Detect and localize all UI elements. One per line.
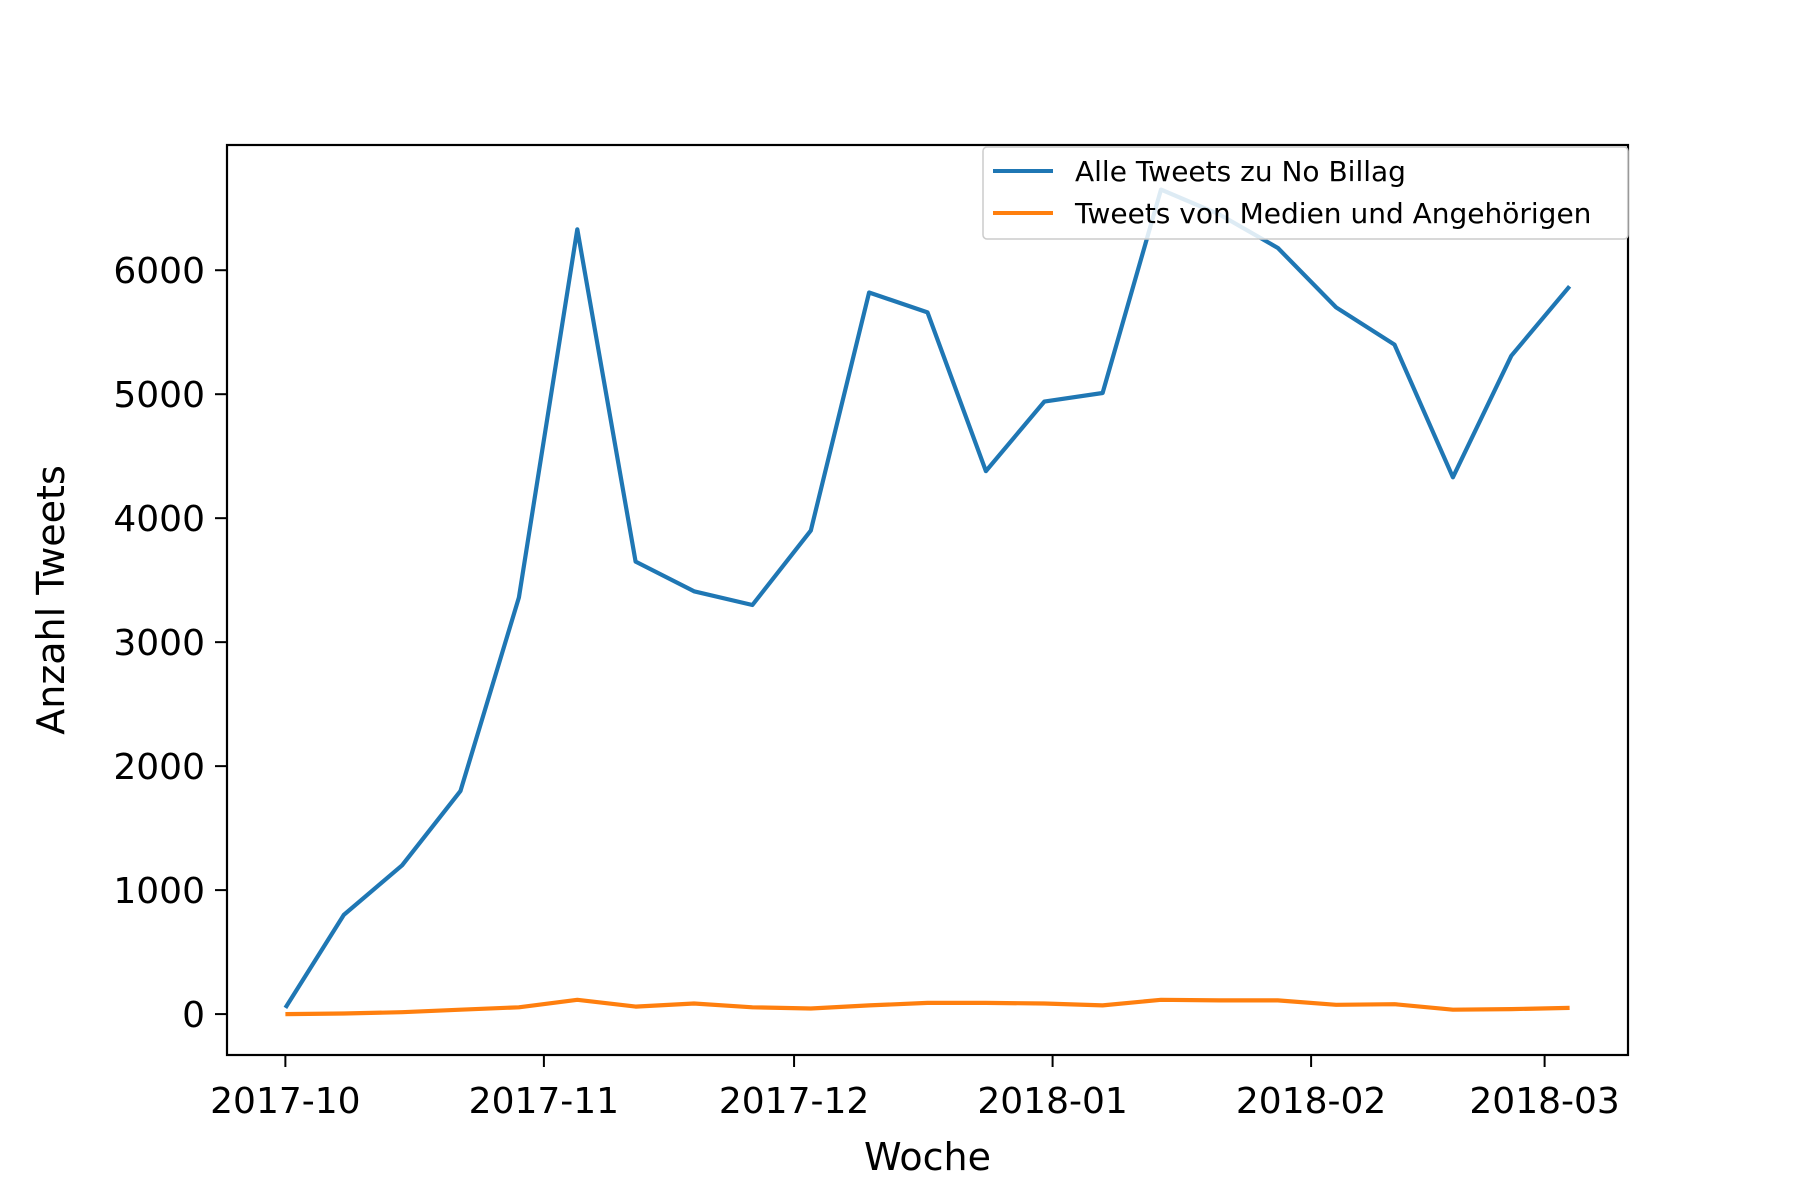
y-tick-label: 2000: [113, 747, 205, 788]
y-axis: 0 1000 2000 3000 4000 5000 6000: [113, 251, 227, 1036]
y-tick-label: 0: [182, 995, 205, 1036]
y-tick-label: 6000: [113, 251, 205, 292]
x-tick-label: 2017-10: [210, 1081, 360, 1122]
x-axis: 2017-10 2017-11 2017-12 2018-01 2018-02 2018-…: [210, 1055, 1620, 1122]
x-tick-label: 2017-11: [469, 1081, 619, 1122]
legend-label-medien: Tweets von Medien und Angehörigen: [1074, 197, 1591, 230]
y-tick-label: 4000: [113, 499, 205, 540]
legend-label-alle-tweets: Alle Tweets zu No Billag: [1075, 155, 1406, 188]
y-tick-label: 5000: [113, 375, 205, 416]
series-line-0: [283, 187, 1572, 1010]
y-tick-label: 3000: [113, 623, 205, 664]
series-line-1: [285, 997, 1570, 1017]
legend-box: [982, 146, 1629, 240]
x-tick-label: 2018-03: [1469, 1081, 1619, 1122]
plot-frame: [225, 143, 1630, 1057]
x-tick-label: 2018-02: [1236, 1081, 1386, 1122]
legend: Alle Tweets zu No Billag Tweets von Medi…: [982, 146, 1629, 240]
x-tick-label: 2017-12: [719, 1081, 869, 1122]
x-axis-label: Woche: [864, 1135, 991, 1179]
y-axis-label: Anzahl Tweets: [29, 465, 73, 735]
x-tick-label: 2018-01: [977, 1081, 1127, 1122]
series-layer: [283, 187, 1572, 1017]
y-tick-label: 1000: [113, 871, 205, 912]
